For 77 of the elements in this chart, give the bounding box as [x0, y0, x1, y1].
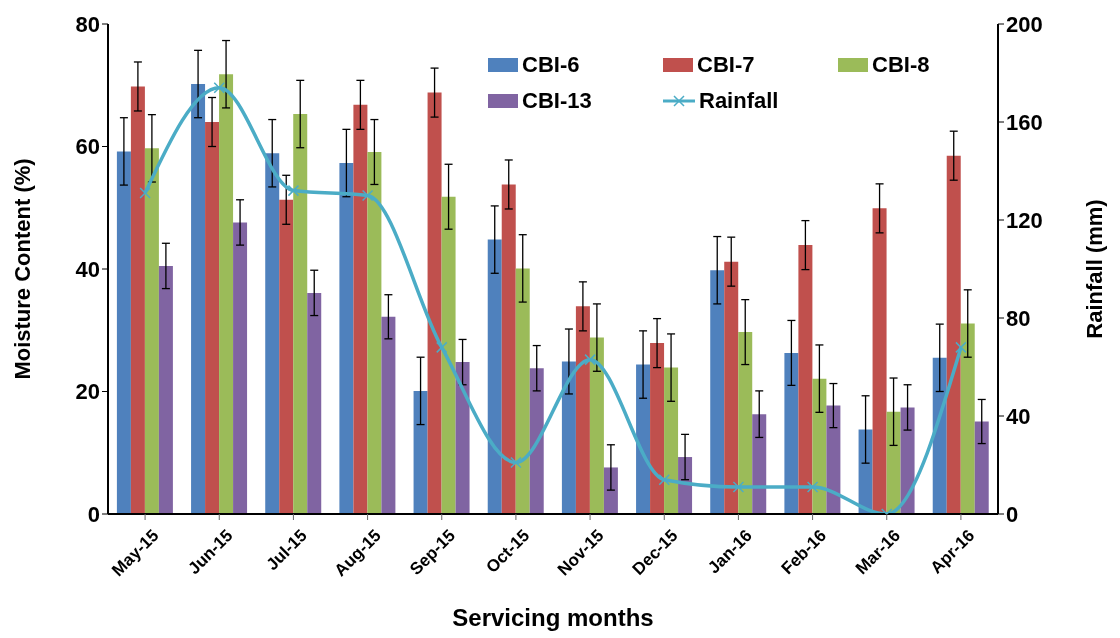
point	[955, 341, 967, 354]
bar	[664, 367, 679, 514]
y2-tick-label: 80	[1006, 305, 1031, 331]
bar	[130, 86, 145, 514]
bar	[487, 239, 502, 514]
bar	[191, 84, 206, 514]
bar	[413, 390, 428, 514]
point	[658, 473, 670, 486]
y-tick-label: 40	[75, 256, 100, 282]
bar	[724, 261, 739, 514]
legend-label: CBI-13	[522, 88, 592, 114]
y2-tick-label: 200	[1006, 11, 1043, 37]
bar	[441, 196, 456, 514]
y-tick-label: 20	[75, 379, 100, 405]
point	[139, 187, 151, 199]
bar	[219, 74, 234, 514]
bar	[900, 407, 915, 514]
bar	[293, 114, 308, 514]
bar	[603, 467, 618, 514]
bar	[826, 405, 841, 514]
legend-label: CBI-6	[522, 52, 580, 78]
point	[732, 481, 745, 493]
bar	[205, 122, 220, 514]
bar	[144, 148, 159, 514]
bar	[784, 352, 799, 514]
bar	[353, 104, 368, 514]
bar	[886, 411, 901, 514]
bar	[738, 332, 753, 514]
y2-tick-label: 160	[1006, 109, 1043, 135]
legend-label: CBI-8	[872, 52, 930, 78]
bar	[561, 361, 576, 514]
y2-tick-label: 0	[1006, 501, 1019, 527]
y-tick-label: 0	[87, 501, 100, 527]
bar	[279, 199, 294, 514]
bar	[974, 421, 989, 514]
bar	[798, 245, 813, 514]
y-tick-label: 60	[75, 134, 100, 160]
legend-label: CBI-7	[697, 52, 755, 78]
bar	[650, 343, 665, 514]
bar	[575, 306, 590, 514]
y2-tick-label: 40	[1006, 403, 1031, 429]
bar	[858, 429, 873, 514]
bar	[710, 270, 725, 514]
y2-axis-title: Rainfall (mm)	[1081, 199, 1107, 339]
point	[806, 481, 819, 493]
y-tick-label: 80	[75, 11, 100, 37]
bar	[233, 222, 248, 514]
bar	[752, 414, 767, 514]
point	[213, 81, 225, 94]
bar	[589, 337, 604, 514]
bar	[636, 364, 651, 514]
bar	[158, 265, 173, 514]
bar	[307, 292, 322, 514]
x-axis-title: Servicing months	[452, 604, 654, 631]
legend-label: Rainfall	[699, 88, 779, 114]
bar	[946, 155, 961, 514]
y-axis-title: Moisture Content (%)	[9, 158, 35, 380]
y2-tick-label: 120	[1006, 207, 1043, 233]
point	[436, 341, 448, 354]
point	[361, 189, 374, 202]
bar	[116, 151, 131, 514]
bar	[812, 378, 827, 514]
bar	[381, 316, 396, 514]
bar	[515, 268, 530, 514]
bar	[339, 163, 354, 514]
point	[510, 456, 522, 469]
bar	[960, 323, 975, 514]
bar	[872, 208, 887, 514]
bar	[529, 368, 544, 514]
point	[584, 353, 596, 366]
bar	[427, 92, 442, 514]
bar	[501, 184, 516, 514]
bar	[265, 153, 280, 514]
point	[287, 184, 300, 197]
bar	[367, 152, 382, 514]
bar	[932, 357, 947, 514]
bar	[455, 362, 470, 514]
